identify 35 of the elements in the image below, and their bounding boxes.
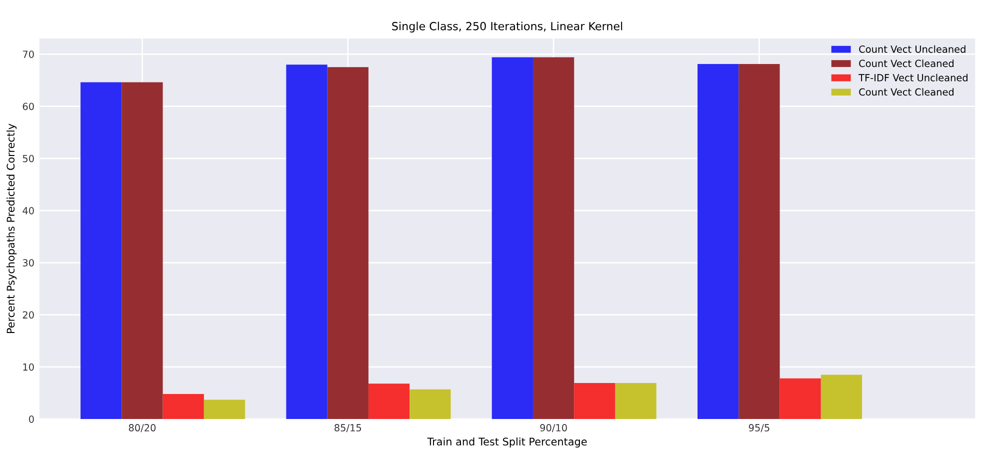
x-tick-label: 95/5: [748, 424, 770, 432]
bar: [820, 374, 862, 420]
bar: [204, 400, 246, 420]
y-tick-label: 40: [22, 207, 34, 214]
bar: [286, 64, 328, 420]
bar: [368, 384, 410, 420]
y-tick-label: 60: [22, 102, 34, 110]
bar: [780, 378, 821, 420]
bar: [738, 64, 780, 420]
y-tick-label: 20: [22, 311, 34, 319]
x-axis-title: Train and Test Split Percentage: [427, 437, 587, 448]
bar: [698, 64, 739, 420]
x-tick-label: 90/10: [540, 424, 567, 432]
y-tick-label: 50: [22, 154, 34, 162]
y-tick-label: 10: [23, 363, 34, 371]
legend-label: Count Vect Cleaned: [859, 88, 954, 96]
chart-title: Single Class, 250 Iterations, Linear Kernel: [392, 22, 622, 32]
legend-label: Count Vect Cleaned: [859, 60, 954, 68]
y-tick-label: 30: [22, 259, 34, 266]
bar: [122, 82, 163, 420]
bar: [162, 394, 204, 420]
legend-label: Count Vect Uncleaned: [859, 45, 966, 53]
legend-label: TF-IDF Vect Uncleaned: [858, 74, 968, 82]
x-tick-label: 85/15: [334, 424, 362, 432]
y-axis-title: Percent Psychopaths Predicted Correctly: [6, 124, 17, 334]
bar: [532, 57, 574, 420]
y-tick-label: 70: [22, 50, 34, 58]
bar: [574, 383, 616, 420]
bar: [410, 389, 451, 420]
bar: [80, 82, 122, 420]
bar: [615, 383, 656, 420]
y-tick-label: 0: [28, 416, 34, 423]
x-tick-label: 80/20: [128, 424, 156, 432]
bar: [492, 57, 533, 420]
bar: [327, 67, 368, 420]
